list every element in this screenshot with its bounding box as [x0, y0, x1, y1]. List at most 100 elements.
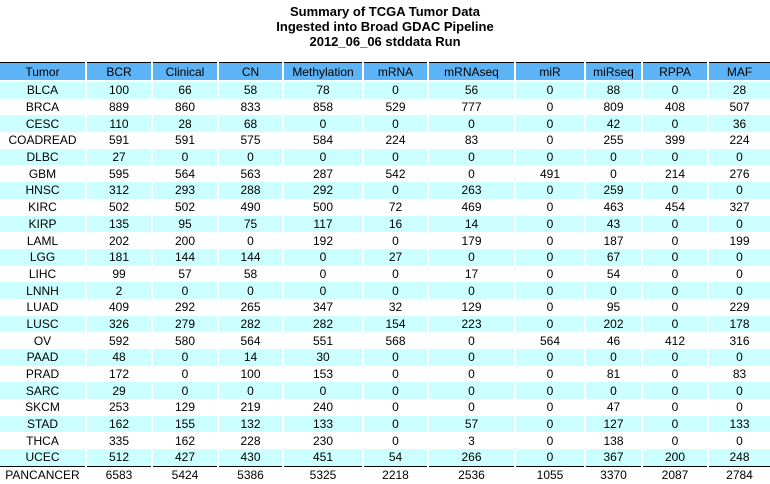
cell: 253	[85, 399, 153, 416]
table-body: BLCA 100 66 58 78 0 56 0 88 0 28 BRCA 889 860 833 858 52…	[0, 81, 770, 484]
cell: 5325	[282, 466, 364, 484]
cell: 0	[514, 232, 586, 249]
cell: 58	[217, 265, 284, 283]
cell: 408	[641, 98, 709, 116]
cell: 860	[151, 98, 219, 116]
cell: 0	[641, 349, 709, 366]
cell: 0	[217, 282, 284, 299]
table-row: STAD 162 155 132 133 0 57 0 127 0 133	[0, 415, 770, 433]
cell: 564	[217, 332, 284, 349]
cell: 500	[282, 198, 364, 216]
cell: 0	[427, 115, 516, 133]
cell: 5386	[217, 466, 284, 484]
cell: 187	[584, 232, 643, 249]
cell: 202	[85, 232, 153, 249]
cell: 57	[427, 415, 516, 433]
cell: 56	[427, 81, 516, 99]
tumor-label: UCEC	[0, 449, 87, 467]
cell: 0	[641, 432, 709, 450]
tumor-label: SKCM	[0, 399, 87, 416]
cell: 200	[641, 449, 709, 467]
cell: 0	[707, 182, 770, 199]
cell: 0	[707, 265, 770, 283]
cell: 316	[707, 332, 770, 349]
cell: 95	[584, 298, 643, 316]
cell: 0	[427, 399, 516, 416]
cell: 154	[362, 315, 429, 333]
cell: 335	[85, 432, 153, 450]
cell: 0	[282, 265, 364, 283]
cell: 551	[282, 332, 364, 349]
cell: 367	[584, 449, 643, 467]
cell: 512	[85, 449, 153, 467]
table-header: Tumor BCR Clinical CN Methylation mRNA mRNAseq…	[0, 62, 770, 82]
cell: 563	[217, 165, 284, 183]
cell: 0	[362, 115, 429, 133]
cell: 469	[427, 198, 516, 216]
cell: 0	[362, 81, 429, 99]
cell: 155	[151, 415, 219, 433]
tumor-label: KIRC	[0, 198, 87, 216]
table-row: BRCA 889 860 833 858 529 777 0 809 408 507	[0, 98, 770, 116]
tumor-label: PRAD	[0, 365, 87, 383]
tumor-label: LUSC	[0, 315, 87, 333]
cell: 451	[282, 449, 364, 467]
cell: 223	[427, 315, 516, 333]
cell: 327	[707, 198, 770, 216]
cell: 293	[151, 182, 219, 199]
cell: 580	[151, 332, 219, 349]
cell: 17	[427, 265, 516, 283]
cell: 0	[362, 365, 429, 383]
column-header-mrna: mRNA	[362, 62, 429, 82]
cell: 0	[151, 365, 219, 383]
cell: 0	[362, 349, 429, 366]
tumor-label: LNNH	[0, 282, 87, 299]
cell: 144	[217, 248, 284, 266]
cell: 347	[282, 298, 364, 316]
cell: 47	[584, 399, 643, 416]
cell: 0	[514, 298, 586, 316]
cell: 0	[427, 282, 516, 299]
cell: 777	[427, 98, 516, 116]
cell: 0	[427, 332, 516, 349]
tumor-label: BLCA	[0, 81, 87, 99]
tumor-label: LUAD	[0, 298, 87, 316]
cell: 1055	[514, 466, 586, 484]
cell: 202	[584, 315, 643, 333]
cell: 0	[514, 399, 586, 416]
cell: 0	[641, 265, 709, 283]
cell: 32	[362, 298, 429, 316]
cell: 0	[427, 148, 516, 166]
cell: 502	[85, 198, 153, 216]
cell: 490	[217, 198, 284, 216]
cell: 42	[584, 115, 643, 133]
cell: 57	[151, 265, 219, 283]
column-header-tumor: Tumor	[0, 62, 87, 82]
cell: 0	[282, 148, 364, 166]
cell: 0	[707, 349, 770, 366]
cell: 29	[85, 382, 153, 400]
cell: 564	[151, 165, 219, 183]
tumor-label: STAD	[0, 415, 87, 433]
cell: 0	[707, 215, 770, 233]
cell: 0	[427, 382, 516, 400]
cell: 833	[217, 98, 284, 116]
cell: 117	[282, 215, 364, 233]
cell: 75	[217, 215, 284, 233]
cell: 564	[514, 332, 586, 349]
cell: 199	[707, 232, 770, 249]
cell: 326	[85, 315, 153, 333]
column-header-rppa: RPPA	[641, 62, 709, 82]
tumor-label: LGG	[0, 248, 87, 266]
cell: 240	[282, 399, 364, 416]
cell: 99	[85, 265, 153, 283]
cell: 0	[707, 399, 770, 416]
tumor-label: THCA	[0, 432, 87, 450]
header-row: Tumor BCR Clinical CN Methylation mRNA mRNAseq…	[0, 62, 770, 82]
cell: 30	[282, 349, 364, 366]
title-line-3: 2012_06_06 stddata Run	[309, 34, 461, 49]
cell: 0	[362, 148, 429, 166]
cell: 0	[641, 115, 709, 133]
cell: 129	[151, 399, 219, 416]
cell: 0	[514, 432, 586, 450]
